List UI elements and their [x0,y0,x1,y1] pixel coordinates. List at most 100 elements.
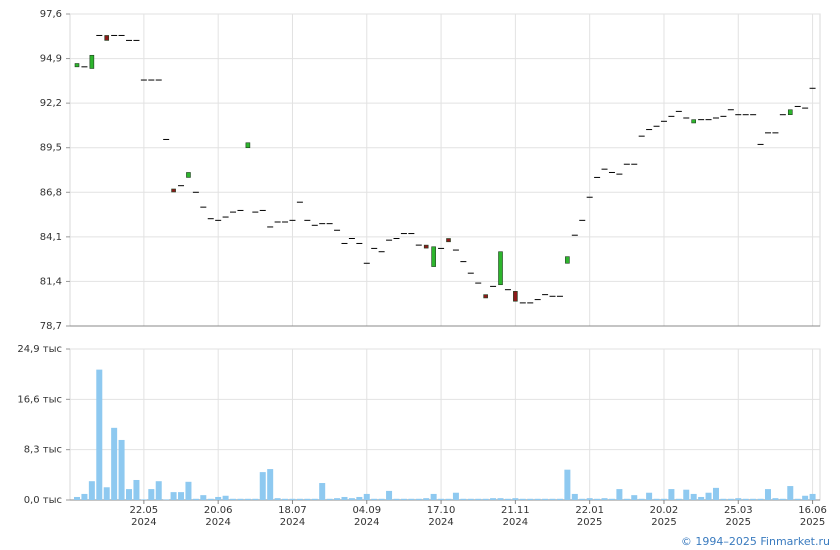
volume-bar [794,498,801,500]
volume-bar [170,492,177,500]
volume-bar [460,498,467,500]
volume-bar [527,498,534,500]
volume-bar [103,487,110,500]
candle [691,119,696,124]
x-tick-label: 21.11 2024 [501,505,530,528]
volume-bar [200,495,207,500]
volume-bar [363,493,370,500]
candle [423,244,429,249]
volume-bar [809,493,816,500]
volume-bar [348,498,355,500]
x-tick-label: 25.03 2025 [723,505,753,528]
y-tick-label: 0,0 тыс [24,495,62,506]
plot-frame [69,348,821,501]
x-tick-label: 04.09 2024 [352,505,382,528]
volume-bar [96,369,103,500]
y-tick-label: 86,8 [40,187,62,198]
x-tick-label: 17.10 2024 [426,505,456,528]
volume-bar [400,498,407,500]
volume-bar [378,498,385,500]
volume-bar [631,495,638,500]
candle [431,246,436,267]
x-tick-label: 16.06 2025 [798,505,827,528]
volume-bar [74,496,80,500]
volume-bar [155,481,162,500]
volume-bar [311,498,318,500]
x-tick-label: 20.06 2024 [203,505,233,528]
volume-bar [482,498,489,500]
volume-bar [549,498,556,500]
candle [513,291,518,302]
volume-bar [319,483,326,500]
volume-bar [571,493,578,500]
volume-bar [742,498,749,500]
volume-bar [393,498,400,500]
volume-bar [735,498,742,500]
volume-bar [646,492,653,500]
volume-bar [438,498,445,500]
volume-bar [542,498,549,500]
volume-bar [244,498,251,500]
volume-bar [757,498,764,500]
y-tick-label: 89,5 [40,143,62,154]
volume-bar [304,498,311,500]
volume-bar [475,498,482,500]
volume-bar [178,492,185,500]
volume-bar [408,498,415,500]
volume-bar [690,493,697,500]
x-tick-label: 20.02 2025 [649,505,679,528]
volume-bar [512,498,519,500]
volume-bar [274,498,281,500]
candle [446,238,451,243]
volume-bar [594,498,601,500]
volume-bar [289,498,296,500]
candle [498,251,503,286]
volume-bar [386,490,393,500]
y-tick-label: 97,6 [40,9,62,20]
y-tick-label: 84,1 [40,232,62,243]
volume-bar [452,492,459,500]
volume-bar [118,439,125,500]
volume-bar [163,499,170,500]
x-tick-label: 22.01 2025 [575,505,604,528]
volume-bar [764,489,771,500]
volume-bar [267,469,274,500]
copyright: © 1994–2025 Finmarket.ru [680,535,830,548]
volume-bar [608,498,615,500]
volume-bar [126,489,133,500]
volume-bar [727,498,734,500]
volume-bar [675,498,682,500]
volume-bar [660,498,667,500]
volume-bar [326,498,333,500]
y-tick-label: 81,4 [40,276,62,287]
volume-bar [720,498,727,500]
y-tick-label: 92,2 [40,98,62,109]
volume-bar [616,489,623,500]
volume-bar [579,498,586,500]
volume-bar [504,498,511,500]
volume-bar [230,498,237,500]
candle [787,109,793,115]
volume-bar [430,493,437,500]
volume-bar [252,498,259,500]
y-tick-label: 94,9 [40,54,62,65]
volume-bar [415,498,422,500]
volume-bar [705,492,712,500]
volume-bar [185,481,192,500]
x-tick-label: 18.07 2024 [278,505,307,528]
plot-frame [69,13,821,327]
volume-bar [215,496,222,500]
volume-bar [81,493,88,500]
y-tick-label: 16,6 тыс [17,394,62,405]
candle [171,188,176,193]
volume-bar [787,486,794,500]
volume-bar [638,498,645,500]
x-tick-label: 22.05 2024 [129,505,159,528]
volume-bar [467,498,474,500]
volume-bar [207,498,214,500]
volume-bar [683,489,690,500]
volume-bar [148,489,155,500]
y-tick-label: 78,7 [40,321,62,332]
